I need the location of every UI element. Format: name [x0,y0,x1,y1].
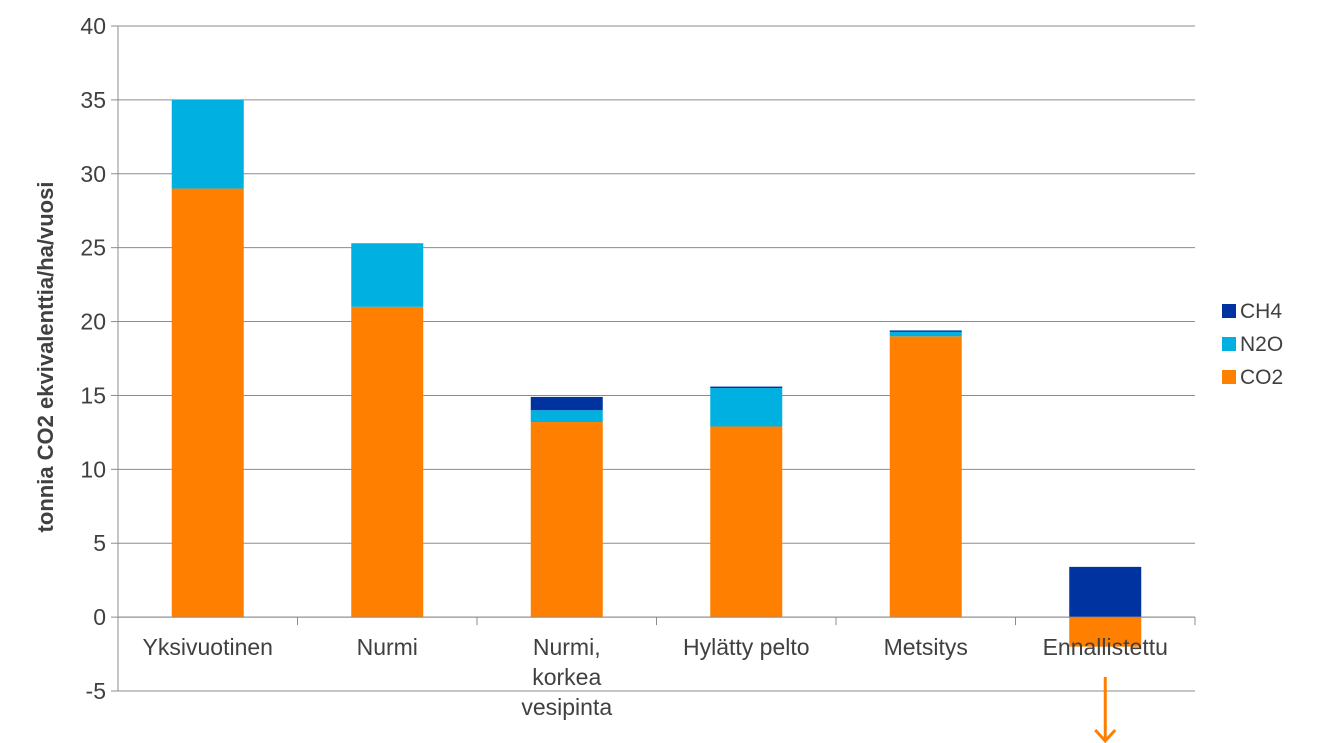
x-category-label-line: Nurmi [357,634,418,660]
y-tick-label: -5 [86,678,106,704]
x-category-label-line: korkea [532,664,601,690]
bar-ch4-2 [530,396,603,411]
bar-ch4-5 [1069,566,1142,618]
x-category-label-line: Metsitys [884,634,968,660]
legend-label-ch4: CH4 [1240,300,1282,323]
y-tick-label: 25 [80,235,106,261]
y-tick-label: 5 [93,530,106,556]
x-category-label: Ennallistettu [1043,634,1168,660]
legend-swatch-ch4 [1222,304,1236,318]
annotations [1094,677,1117,743]
bar-n2o-0 [171,99,244,189]
x-category-label: Yksivuotinen [143,634,273,660]
y-tick-label: 15 [80,382,106,408]
y-axis: -5 0 5 10 15 20 25 30 35 40 [80,13,119,704]
bar-co2-4 [889,336,962,618]
legend-label-co2: CO2 [1240,366,1283,389]
legend-label-n2o: N2O [1240,333,1283,356]
bar-ch4-3 [710,386,783,389]
x-category-label: Metsitys [884,634,968,660]
bar-n2o-3 [710,388,783,427]
annotation-arrow-head [1094,728,1117,743]
bar-n2o-4 [889,331,962,337]
x-category-label-line: Ennallistettu [1043,634,1168,660]
y-tick-label: 35 [80,87,106,113]
x-category-label: Nurmi, korkea vesipinta [521,634,612,720]
y-tick-label: 30 [80,161,106,187]
x-category-label-line: vesipinta [521,694,612,720]
x-category-label: Nurmi [357,634,418,660]
bar-n2o-1 [351,243,424,307]
x-category-label-line: Nurmi, [533,634,601,660]
bars [171,99,1142,647]
x-category-label-line: Yksivuotinen [143,634,273,660]
x-category-label: Hylätty pelto [683,634,810,660]
y-tick-label: 20 [80,309,106,335]
y-tick-label: 0 [93,604,106,630]
legend: CH4 N2O CO2 [1222,300,1283,389]
bar-co2-2 [530,422,603,618]
y-tick-label: 40 [80,13,106,39]
x-category-label-line: Hylätty pelto [683,634,810,660]
legend-swatch-n2o [1222,337,1236,351]
x-axis: Yksivuotinen Nurmi Nurmi, korkea vesipinta Hy… [117,616,1196,720]
bar-co2-0 [171,188,244,618]
y-axis-label: tonnia CO2 ekvivalenttia/ha/vuosi [33,182,58,533]
bar-n2o-2 [530,410,603,423]
gridlines [118,25,1195,692]
bar-co2-5 [1069,617,1142,647]
y-tick-label: 10 [80,456,106,482]
bar-co2-1 [351,306,424,618]
bar-ch4-4 [889,330,962,332]
bar-co2-3 [710,426,783,618]
legend-swatch-co2 [1222,370,1236,384]
